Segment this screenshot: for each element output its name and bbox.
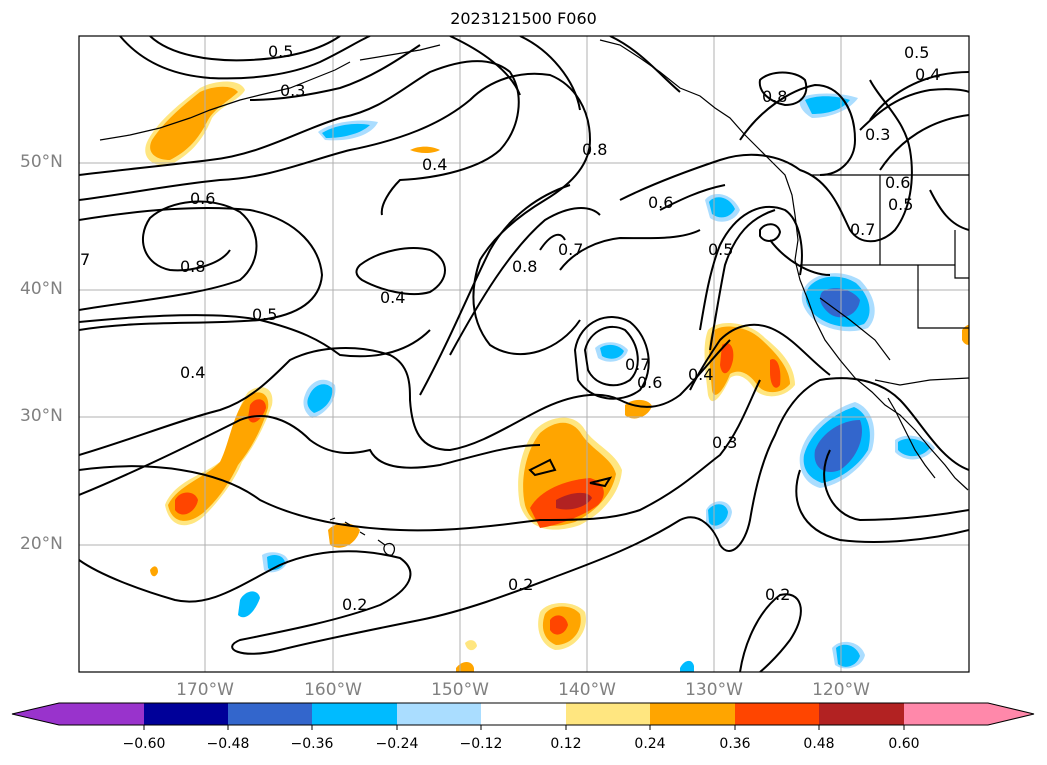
contour-label: 0.5 bbox=[252, 305, 277, 324]
contour-label: 0.8 bbox=[180, 257, 205, 276]
contour-label-group: 0.5 0.3 0.4 0.6 0.8 7 0.5 0.4 0.8 0.7 0.… bbox=[80, 42, 940, 614]
lon-label: 120°W bbox=[812, 680, 870, 700]
lon-label: 160°W bbox=[304, 680, 362, 700]
colorbar-tick-label: 0.24 bbox=[634, 736, 666, 752]
map-plot-area: 0.5 0.3 0.4 0.6 0.8 7 0.5 0.4 0.8 0.7 0.… bbox=[79, 36, 969, 672]
lon-label: 150°W bbox=[431, 680, 489, 700]
colorbar bbox=[11, 702, 1035, 730]
coastlines bbox=[99, 39, 969, 556]
contour-label: 0.4 bbox=[688, 365, 713, 384]
contour-label: 0.8 bbox=[512, 257, 537, 276]
contour-label: 0.8 bbox=[762, 87, 787, 106]
lat-label: 20°N bbox=[20, 534, 63, 554]
contour-label: 0.6 bbox=[637, 373, 662, 392]
lat-label: 30°N bbox=[20, 406, 63, 426]
contour-label: 0.2 bbox=[765, 585, 790, 604]
colorbar-extend-high bbox=[988, 703, 1034, 725]
contour-label: 0.6 bbox=[190, 189, 215, 208]
colorbar-tick-label: 0.48 bbox=[803, 736, 835, 752]
contour-label: 0.7 bbox=[850, 220, 875, 239]
contour-label: 0.6 bbox=[885, 173, 910, 192]
lon-label: 140°W bbox=[558, 680, 616, 700]
contour-label: 0.5 bbox=[904, 43, 929, 62]
contour-label: 0.7 bbox=[625, 355, 650, 374]
map-title: 2023121500 F060 bbox=[450, 9, 597, 28]
contour-label: 0.5 bbox=[268, 42, 293, 61]
lat-label: 50°N bbox=[20, 152, 63, 172]
contour-label: 0.2 bbox=[342, 595, 367, 614]
map-frame bbox=[78, 35, 970, 673]
colorbar-tick-label: −0.48 bbox=[206, 736, 250, 752]
filled-anomalies bbox=[145, 81, 969, 672]
contour-label: 0.3 bbox=[280, 81, 305, 100]
contour-label: 0.4 bbox=[180, 363, 205, 382]
contour-label: 0.4 bbox=[422, 155, 447, 174]
colorbar-extend-low bbox=[12, 703, 59, 725]
contour-label: 0.5 bbox=[708, 240, 733, 259]
contour-label: 7 bbox=[80, 250, 90, 269]
lon-label: 130°W bbox=[685, 680, 743, 700]
colorbar-tick-label: −0.60 bbox=[122, 736, 166, 752]
lon-label: 170°W bbox=[176, 680, 234, 700]
colorbar-tick-label: 0.60 bbox=[888, 736, 920, 752]
lat-label: 40°N bbox=[20, 279, 63, 299]
contour-label: 0.2 bbox=[508, 575, 533, 594]
contour-lines bbox=[79, 36, 969, 672]
colorbar-tick-label: −0.24 bbox=[375, 736, 419, 752]
colorbar-tick-label: 0.36 bbox=[719, 736, 751, 752]
contour-label: 0.3 bbox=[712, 433, 737, 452]
gridlines bbox=[79, 36, 969, 672]
colorbar-tick-label: −0.36 bbox=[290, 736, 334, 752]
contour-label: 0.5 bbox=[888, 195, 913, 214]
contour-label: 0.6 bbox=[648, 193, 673, 212]
contour-label: 0.4 bbox=[380, 288, 405, 307]
contour-label: 0.3 bbox=[865, 125, 890, 144]
contour-label: 0.4 bbox=[915, 65, 940, 84]
contour-label: 0.8 bbox=[582, 140, 607, 159]
colorbar-tick-label: 0.12 bbox=[550, 736, 582, 752]
colorbar-tick-label: −0.12 bbox=[459, 736, 503, 752]
contour-label: 0.7 bbox=[558, 240, 583, 259]
